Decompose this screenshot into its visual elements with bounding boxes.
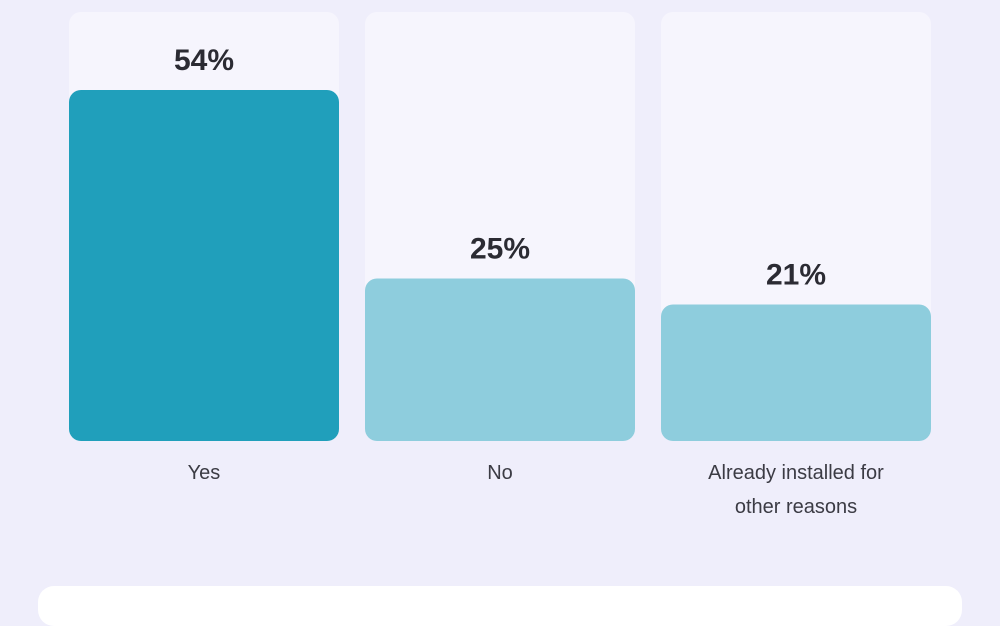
category-label: Already installed for other reasons	[708, 462, 884, 518]
data-label: 54%	[174, 44, 234, 77]
category-label-line: No	[487, 462, 513, 484]
bar	[69, 90, 339, 441]
data-label: 25%	[470, 233, 530, 266]
category-label-line: Already installed for	[708, 462, 884, 484]
category-label-line: other reasons	[735, 496, 857, 518]
bar	[365, 278, 635, 441]
data-label: 21%	[766, 259, 826, 292]
bar-chart: 54% Yes 25% No 21% Already installed for other…	[69, 44, 931, 518]
category-label-line: Yes	[188, 462, 221, 484]
category-label: Yes	[188, 462, 221, 484]
category-label: No	[487, 462, 513, 484]
bar	[661, 304, 931, 441]
bottom-card	[38, 586, 962, 626]
